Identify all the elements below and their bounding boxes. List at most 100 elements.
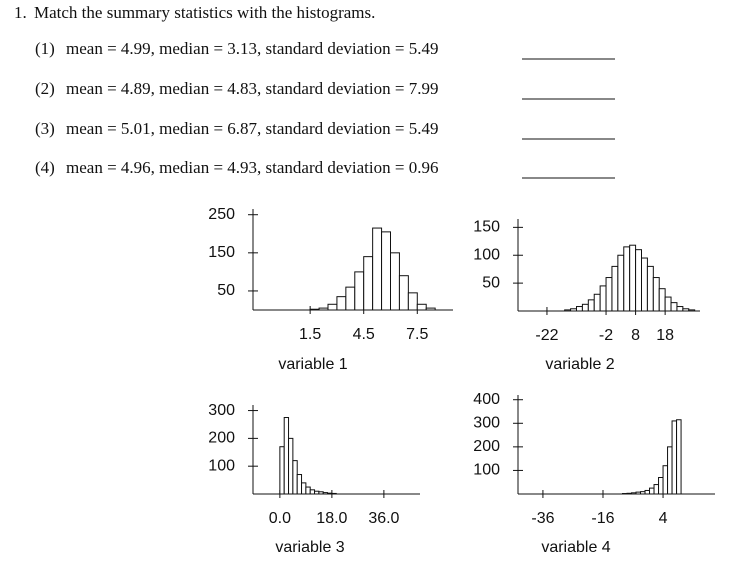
item-number: (4) [35,158,55,177]
histogram-bar [664,296,672,312]
x-tick-label: 18 [656,327,674,344]
histogram-bar [305,486,311,495]
histogram-bar [593,293,601,312]
histogram-bar [671,420,678,495]
histogram-bar [318,491,324,495]
histogram-bar [605,277,613,312]
x-tick-label: 18.0 [316,510,347,527]
histogram-bar [407,292,418,311]
histogram-bar [635,249,642,312]
histogram-bar [635,491,642,495]
y-tick-label: 200 [473,438,500,455]
histogram-bar [398,275,409,311]
histogram-bar [564,309,572,312]
y-tick-label: 200 [208,430,235,447]
question-number: 1. [14,3,27,22]
x-tick-label: 1.5 [299,326,321,343]
x-axis-label: variable 4 [541,539,610,556]
histogram-bar [587,299,595,312]
y-tick-label: 100 [208,457,235,474]
histogram-bar [288,437,294,495]
histogram-bar [629,244,637,312]
histogram-bar [301,482,307,495]
y-tick-label: 50 [482,274,500,291]
y-tick-label: 100 [473,246,500,263]
question-text: Match the summary statistics with the hi… [34,3,375,22]
histogram-bar [314,490,320,495]
y-tick-label: 300 [473,415,500,432]
histogram-bar [646,265,654,312]
histogram-bar [640,491,646,495]
histogram-bar [653,484,660,495]
x-tick-label: -36 [531,510,554,527]
y-tick-label: 50 [217,282,235,299]
histogram-bar [283,417,290,495]
histogram-bar [658,477,664,495]
histogram-bar [662,465,669,495]
x-tick-label: 7.5 [406,326,428,343]
histogram-bar [318,307,329,311]
x-tick-label: -22 [535,327,558,344]
x-tick-label: -2 [599,327,613,344]
y-tick-label: 300 [208,402,235,419]
y-tick-label: 400 [473,391,500,408]
histogram-bar [331,492,337,495]
histogram-bar [667,446,673,495]
x-axis-label: variable 3 [275,539,344,556]
x-tick-label: -16 [591,510,614,527]
histogram-bar [425,307,436,311]
item-text: mean = 5.01, median = 6.87, standard dev… [66,119,438,138]
histogram-bar [570,308,577,312]
histogram-bar [623,246,631,312]
histogram-bar [336,296,347,311]
histogram-bar [682,308,690,312]
histogram-bar [617,254,625,312]
histogram-bar [354,271,365,311]
x-axis-label: variable 2 [545,356,614,373]
histogram-bar [327,303,338,311]
histogram-bar [644,489,651,495]
histogram-bar [279,446,285,495]
x-axis-label: variable 1 [278,356,347,373]
x-tick-label: 4 [659,510,668,527]
item-number: (1) [35,39,55,58]
histogram-bar [296,474,303,495]
histogram-bar [322,492,329,495]
histogram-bar [652,277,660,312]
histogram-bar [658,288,666,312]
histogram-bar [611,265,619,312]
histogram-bar [581,303,589,312]
y-tick-label: 250 [208,206,235,223]
histogram-bar [327,492,333,495]
histogram-bar [649,487,655,495]
item-text: mean = 4.89, median = 4.83, standard dev… [66,79,438,98]
histogram-bar [372,227,383,311]
x-tick-label: 36.0 [368,510,399,527]
histogram-bar [309,489,316,495]
y-tick-label: 150 [473,219,500,236]
x-tick-label: 4.5 [353,326,375,343]
histogram-bar [390,252,400,311]
histogram-bar [688,309,696,312]
item-text: mean = 4.96, median = 4.93, standard dev… [66,158,438,177]
histogram-bar [416,303,427,311]
y-tick-label: 150 [208,244,235,261]
item-number: (3) [35,119,55,138]
y-tick-label: 100 [473,462,500,479]
histogram-bar [309,308,320,311]
histogram-bar [631,492,637,495]
histogram-bar [641,257,648,312]
x-tick-label: 8 [631,327,640,344]
histogram-bar [676,419,682,495]
histogram-bar [576,306,583,312]
histogram-bar [676,306,684,312]
item-text: mean = 4.99, median = 3.13, standard dev… [66,39,438,58]
histogram-bar [363,256,374,311]
histogram-bar [345,286,356,311]
item-number: (2) [35,79,55,98]
histogram-bar [599,285,607,312]
histogram-bar [670,302,678,312]
histogram-bar [381,231,392,311]
histogram-bar [626,492,633,495]
